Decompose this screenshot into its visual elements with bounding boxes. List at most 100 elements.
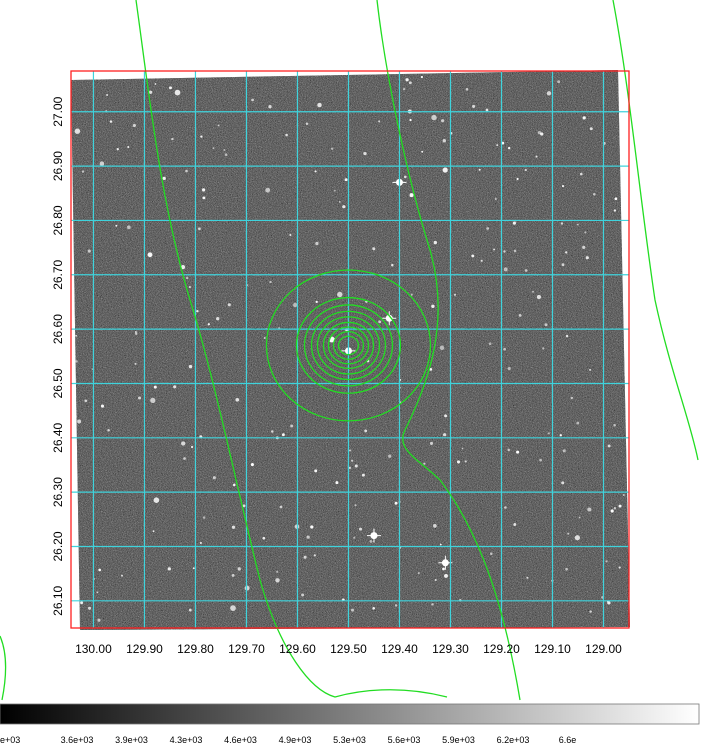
star: [134, 330, 137, 333]
star: [126, 225, 131, 230]
star: [429, 441, 434, 445]
star: [589, 127, 593, 131]
star: [526, 576, 529, 579]
x-tick-label: 129.50: [330, 642, 367, 656]
contour-overlay: [0, 0, 699, 701]
star: [565, 251, 568, 254]
colorbar-tick-label: 4.6e+03: [224, 735, 257, 745]
star: [74, 128, 81, 134]
star: [388, 454, 392, 458]
star: [185, 276, 189, 280]
star: [444, 573, 448, 578]
x-tick-label: 130.00: [75, 642, 112, 656]
star: [507, 367, 511, 371]
star: [349, 449, 352, 452]
star: [75, 360, 78, 363]
star: [576, 223, 579, 226]
star: [531, 290, 535, 293]
star: [582, 245, 586, 250]
contour-line: [376, 0, 521, 701]
star: [350, 459, 354, 462]
star: [402, 88, 406, 91]
star: [354, 464, 358, 468]
bright-source: [366, 528, 381, 543]
star: [507, 146, 511, 150]
star: [442, 139, 446, 143]
colorbar-tick-label: 5.9e+03: [442, 735, 475, 745]
star: [314, 170, 317, 173]
star: [589, 368, 592, 371]
star: [409, 118, 412, 122]
star: [289, 233, 292, 237]
y-tick-label: 26.80: [51, 205, 65, 235]
star: [84, 399, 88, 403]
star: [557, 80, 561, 84]
star: [337, 291, 343, 298]
star: [188, 608, 192, 612]
star: [431, 304, 435, 308]
star: [542, 347, 545, 350]
star: [348, 466, 351, 470]
star: [429, 368, 433, 371]
star: [363, 151, 367, 156]
star: [409, 193, 414, 198]
star: [610, 509, 614, 513]
x-tick-label: 129.90: [126, 642, 163, 656]
star: [132, 123, 136, 128]
star: [361, 473, 365, 477]
star: [503, 267, 508, 272]
star: [216, 317, 220, 321]
star: [96, 591, 99, 594]
y-tick-label: 27.00: [51, 96, 65, 126]
star: [135, 332, 138, 335]
star: [351, 608, 354, 612]
star: [150, 397, 156, 404]
star: [153, 385, 157, 389]
x-tick-label: 129.30: [432, 642, 469, 656]
bright-source: [382, 311, 397, 326]
contour-level: [316, 316, 381, 375]
star: [613, 507, 617, 510]
star: [465, 88, 469, 91]
star: [188, 364, 193, 369]
star: [570, 396, 574, 400]
star: [192, 567, 195, 570]
star: [444, 414, 448, 418]
star: [75, 334, 78, 337]
star: [607, 444, 611, 448]
star: [269, 280, 272, 284]
star: [262, 536, 266, 540]
star: [559, 434, 562, 437]
colorbar-tick-label: 6.6e: [559, 735, 577, 745]
star: [404, 175, 407, 179]
y-tick-label: 26.40: [51, 422, 65, 452]
star: [580, 172, 583, 176]
star: [80, 601, 84, 605]
star: [471, 254, 475, 258]
star: [224, 153, 228, 156]
star: [516, 177, 519, 181]
star: [536, 294, 542, 300]
star: [567, 532, 570, 535]
star: [167, 567, 171, 571]
star: [544, 323, 548, 327]
contour-level: [337, 335, 360, 356]
star: [461, 447, 464, 450]
contour-level: [322, 321, 375, 370]
star: [137, 396, 142, 400]
star: [618, 566, 621, 569]
star: [217, 124, 220, 127]
star: [250, 463, 254, 467]
star: [100, 404, 105, 408]
star: [81, 170, 85, 173]
star: [303, 555, 307, 559]
star: [153, 497, 160, 503]
y-tick-label: 26.20: [51, 531, 65, 561]
star: [121, 574, 123, 577]
star: [171, 137, 174, 141]
colorbar: [0, 703, 700, 725]
star: [480, 259, 483, 262]
colorbar-tick-label: 6.2e+03: [497, 735, 530, 745]
contour-level: [327, 326, 370, 365]
